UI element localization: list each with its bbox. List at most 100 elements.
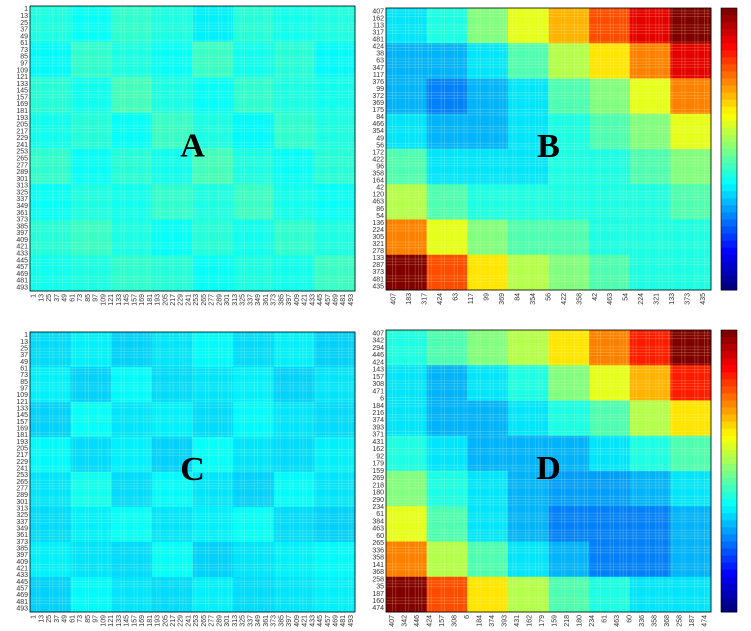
col-label: 25 [46,615,53,623]
heatmap-cell [548,8,590,44]
row-label: 92 [376,453,384,460]
heatmap-cell [467,43,509,79]
colorbar-frame [720,329,738,613]
colorbar-step [721,254,737,263]
heatmap-cell [314,219,356,256]
heatmap-cell [589,219,631,256]
heatmap-cell [30,219,72,256]
heatmap-cell [426,43,468,79]
row-label: 241 [16,466,28,473]
col-label: 385 [278,294,285,306]
colorbar-step [721,386,737,394]
heatmap-cell [30,367,72,403]
col-label: 373 [685,293,692,305]
heatmap-cell [426,184,468,220]
colorbar-step [721,8,737,16]
colorbar-step [721,198,737,206]
row-label: 159 [372,468,384,475]
colorbar-step [721,456,737,465]
heatmap-cell [70,437,112,473]
col-label: 60 [627,615,634,623]
col-label: 159 [552,615,559,627]
heatmap-cell [314,148,356,185]
heatmap-cell [233,542,275,578]
row-label: 157 [16,94,28,101]
col-label: 342 [402,615,409,627]
colorbar-step [721,590,737,599]
heatmap-cell [273,184,315,221]
heatmap-cell [70,255,112,292]
heatmap-cell [70,148,112,185]
row-label: 175 [372,107,384,114]
heatmap-cell [111,472,153,508]
col-label: 463 [614,615,621,627]
col-label: 217 [170,615,177,627]
heatmap-cell [30,437,72,473]
heatmap-cell [386,78,428,115]
row-label: 85 [20,54,28,61]
heatmap-cell [30,542,72,578]
row-label: 86 [376,206,384,213]
row-label: 172 [372,149,384,156]
col-label: 97 [93,615,100,623]
row-label: 393 [372,424,384,431]
row-label: 349 [16,526,28,533]
heatmap-cell [386,113,428,150]
col-label: 313 [232,615,239,627]
heatmap-cell [507,541,549,578]
heatmap-cell [426,78,468,115]
col-label: 241 [185,294,192,306]
col-label: 421 [302,615,309,627]
row-label: 474 [372,605,384,612]
col-label: 180 [577,615,584,627]
row-label: 337 [16,196,28,203]
heatmap-cell [507,184,549,220]
colorbar-step [721,576,737,585]
col-label: 435 [700,293,707,305]
row-label: 358 [372,171,384,178]
heatmap-cell [192,437,234,473]
heatmap-cell [151,148,193,185]
heatmap-cell [30,507,72,543]
col-label: 424 [437,293,444,305]
heatmap-cell [314,472,356,508]
col-label: 409 [294,294,301,306]
heatmap-cell [233,219,275,256]
heatmap-cell [273,148,315,185]
heatmap-cell [670,43,712,79]
col-label: 133 [669,293,676,305]
col-label: 229 [178,294,185,306]
row-label: 446 [372,352,384,359]
row-label: 445 [16,257,28,264]
col-label: 358 [652,615,659,627]
row-label: 424 [372,44,384,51]
row-label: 361 [16,210,28,217]
col-label: 157 [439,615,446,627]
colorbar-step [721,163,737,171]
heatmap-cell [386,435,428,472]
heatmap-cell [233,332,275,368]
row-label: 421 [16,566,28,573]
heatmap-cell [273,6,315,43]
col-label: 145 [124,615,131,627]
col-label: 393 [502,615,509,627]
heatmap-cell [548,506,590,542]
heatmap-cell [507,149,549,185]
heatmap-cell [548,471,590,507]
col-label: 224 [638,293,645,305]
col-label: 445 [317,615,324,627]
row-label: 85 [20,379,28,386]
col-label: 85 [85,294,92,302]
heatmap-cell [233,77,275,114]
heatmap-cell [548,400,590,437]
heatmap-cell [111,112,153,149]
heatmap-cell [507,219,549,256]
colorbar-step [721,92,737,101]
row-label: 143 [372,367,384,374]
heatmap-cell [111,6,153,43]
heatmap-cell [629,184,671,220]
row-label: 73 [20,47,28,54]
heatmap-cell [629,400,671,437]
heatmap-cell [111,148,153,185]
row-label: 397 [16,552,28,559]
